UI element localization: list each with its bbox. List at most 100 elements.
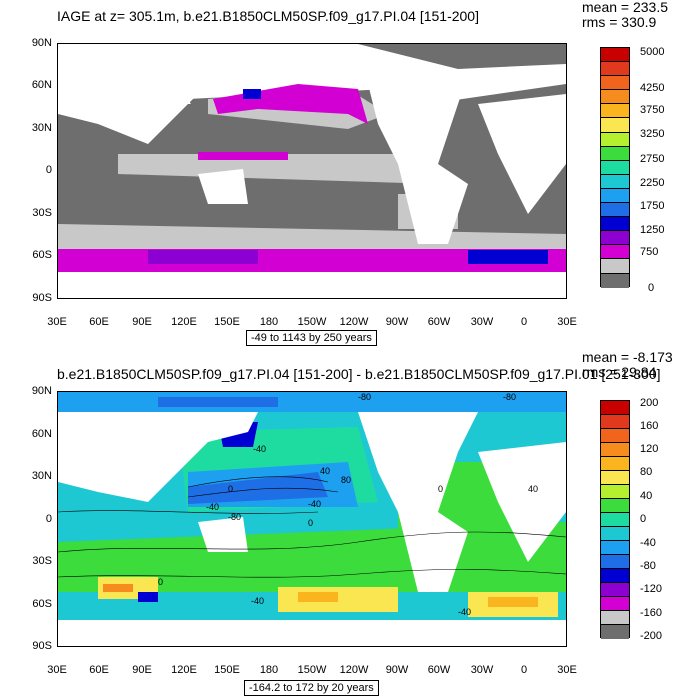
bottom-lat-label: 90N	[31, 385, 52, 397]
bottom-contour-label: -40	[206, 502, 219, 512]
bottom-contour-line	[58, 531, 566, 553]
top-colorbar-label: 3750	[640, 104, 665, 116]
bottom-colorbar-label: -120	[640, 583, 663, 595]
top-colorbar-swatch	[601, 62, 629, 77]
bottom-lon-label: 180	[259, 664, 279, 676]
bottom-lon-label: 30E	[47, 664, 67, 676]
bottom-contour-label: -40	[251, 596, 264, 606]
top-map-canvas	[58, 44, 566, 298]
bottom-colorbar-label: 160	[640, 420, 659, 432]
top-north-pacific-purple	[243, 89, 261, 99]
bottom-contour-line	[187, 476, 329, 488]
bottom-contour-line	[58, 569, 566, 578]
bottom-contour-label: -80	[228, 512, 241, 522]
top-colorbar-swatch	[601, 174, 629, 189]
bottom-colorbar-swatch	[601, 527, 629, 541]
bottom-lon-label: 60W	[427, 664, 451, 676]
top-colorbar-swatch	[601, 118, 629, 133]
top-colorbar-swatch	[601, 90, 629, 105]
top-americas-land	[358, 44, 478, 244]
top-colorbar-label: 3250	[640, 128, 665, 140]
bottom-colorbar-swatch	[601, 555, 629, 569]
bottom-contour-line	[58, 510, 319, 514]
bottom-mean-stat: mean = -8.173	[582, 349, 673, 365]
bottom-southern-navy	[138, 592, 158, 602]
top-colorbar-label: 4250	[640, 82, 665, 94]
bottom-colorbar-label: -80	[640, 560, 656, 572]
top-lon-label: 0	[520, 316, 528, 328]
top-colorbar-swatch	[601, 245, 629, 260]
top-contour-range: -49 to 1143 by 250 years	[246, 330, 377, 346]
bottom-contour-line	[187, 487, 339, 498]
top-colorbar-swatch	[601, 48, 629, 63]
bottom-lon-label: 90E	[132, 664, 152, 676]
bottom-colorbar-swatch	[601, 569, 629, 583]
top-map-title: IAGE at z= 305.1m, b.e21.B1850CLM50SP.f0…	[57, 8, 479, 24]
bottom-contour-label: 80	[341, 475, 351, 485]
bottom-colorbar-label: 80	[640, 466, 653, 478]
top-tropical-lightgray	[118, 154, 438, 184]
bottom-southern-orange-central	[298, 592, 338, 602]
bottom-colorbar-label: 40	[640, 490, 653, 502]
bottom-lon-label: 120W	[339, 664, 369, 676]
top-lon-label: 90E	[132, 316, 152, 328]
bottom-arctic-band	[58, 392, 566, 412]
bottom-map: -80 -80 -40 40 80 -40 0 -40 0 -80 0 0 40…	[57, 391, 567, 647]
bottom-colorbar-swatch	[601, 485, 629, 499]
top-lat-label: 30S	[32, 207, 52, 219]
bottom-colorbar-label: 0	[640, 513, 647, 525]
top-lon-label: 120W	[339, 316, 369, 328]
bottom-contour-label: -80	[358, 392, 371, 402]
top-lon-label: 30E	[557, 316, 577, 328]
top-lat-label: 30N	[31, 122, 52, 134]
bottom-contour-label: -80	[503, 392, 516, 402]
bottom-colorbar-swatch	[601, 443, 629, 457]
bottom-rms-stat: rms = 29.84	[582, 364, 657, 380]
top-colorbar-swatch	[601, 188, 629, 204]
top-lon-label: 120E	[171, 316, 197, 328]
top-australia-land	[198, 169, 248, 204]
bottom-lat-label: 90S	[32, 640, 52, 652]
top-lon-label: 60W	[427, 316, 451, 328]
bottom-colorbar-swatch	[601, 597, 629, 611]
bottom-contour-label: 0	[228, 484, 233, 494]
bottom-colorbar-swatch	[601, 513, 629, 527]
bottom-colorbar-swatch	[601, 499, 629, 513]
top-colorbar-swatch	[601, 146, 629, 161]
bottom-contour-label: 0	[438, 484, 443, 494]
bottom-lat-label: 60N	[31, 428, 52, 440]
top-lat-label: 60N	[31, 79, 52, 91]
bottom-contour-label: -40	[458, 607, 471, 617]
top-colorbar-swatch	[601, 132, 629, 147]
bottom-contour-label: 40	[528, 484, 538, 494]
top-lon-label: 150W	[297, 316, 327, 328]
bottom-colorbar-swatch	[601, 611, 629, 625]
top-lat-label: 90S	[32, 292, 52, 304]
bottom-australia-land	[198, 517, 248, 552]
bottom-contour-range: -164.2 to 172 by 20 years	[244, 680, 379, 696]
bottom-colorbar-swatch	[601, 625, 629, 639]
bottom-colorbar-swatch	[601, 415, 629, 429]
top-colorbar-swatch	[601, 160, 629, 175]
bottom-contour-label: 40	[320, 466, 330, 476]
bottom-lat-label: 30N	[31, 470, 52, 482]
top-colorbar-label: 2750	[640, 153, 665, 165]
top-map	[57, 43, 567, 299]
bottom-lon-label: 90W	[385, 664, 409, 676]
bottom-colorbar-label: -160	[640, 607, 663, 619]
top-colorbar-label: 1750	[640, 200, 665, 212]
top-colorbar-swatch	[601, 203, 629, 218]
bottom-lon-label: 150E	[214, 664, 240, 676]
top-southern-blue-east	[468, 250, 548, 264]
bottom-map-title: b.e21.B1850CLM50SP.f09_g17.PI.04 [151-20…	[57, 366, 661, 382]
bottom-lon-label: 30E	[557, 664, 577, 676]
top-colorbar-label: 1250	[640, 224, 665, 236]
top-africa-land	[478, 94, 566, 214]
bottom-contour-label: -40	[253, 444, 266, 454]
bottom-lon-label: 120E	[171, 664, 197, 676]
top-lon-label: 30E	[47, 316, 67, 328]
top-colorbar-label: 5000	[640, 46, 665, 58]
top-southern-purple-west	[148, 250, 258, 264]
bottom-colorbar-swatch	[601, 429, 629, 443]
top-asia-land	[58, 44, 268, 144]
